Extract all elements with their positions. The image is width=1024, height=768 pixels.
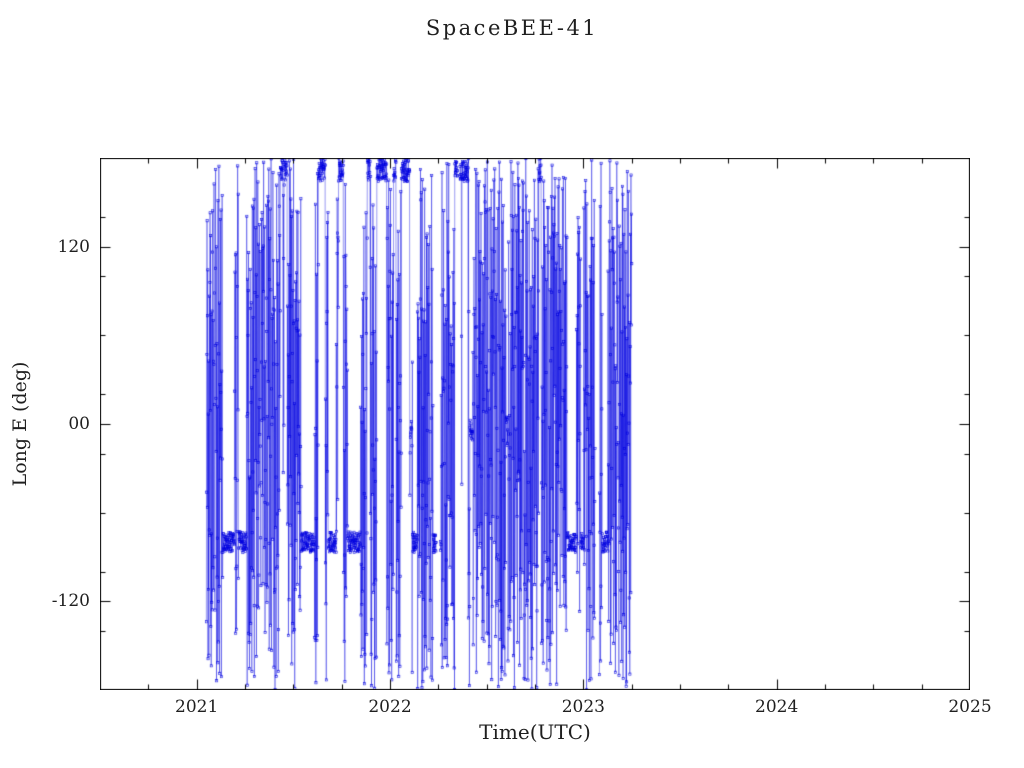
plot-area xyxy=(100,158,970,690)
x-axis-label: Time(UTC) xyxy=(479,720,591,744)
chart-title: SpaceBEE-41 xyxy=(425,16,599,40)
x-tick-label: 2023 xyxy=(561,697,605,717)
y-tick-label: 00 xyxy=(68,414,90,434)
y-axis-label: Long E (deg) xyxy=(9,361,31,487)
x-tick-label: 2021 xyxy=(175,697,219,717)
plot-canvas xyxy=(100,158,970,690)
y-tick-label: 120 xyxy=(57,236,90,257)
x-tick-label: 2025 xyxy=(948,697,992,717)
x-tick-label: 2022 xyxy=(368,697,412,717)
x-tick-label: 2024 xyxy=(755,697,799,717)
y-tick-label: -120 xyxy=(51,591,90,612)
